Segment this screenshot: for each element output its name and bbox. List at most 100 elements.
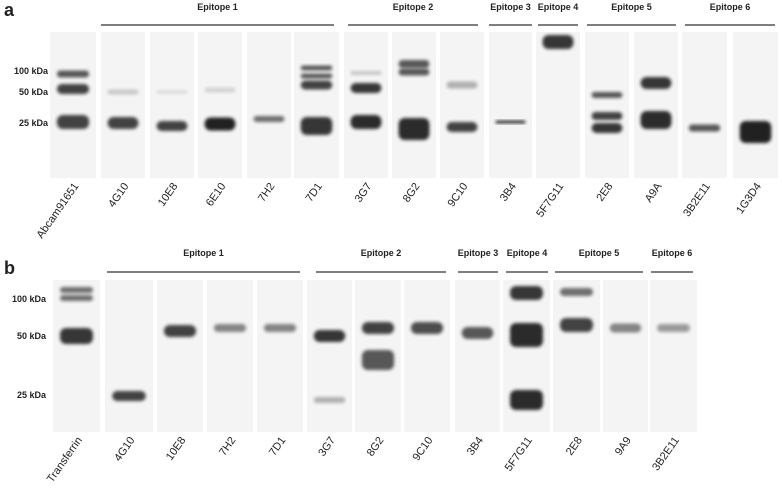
blot-lane	[157, 280, 203, 432]
band	[688, 124, 721, 132]
band	[446, 122, 478, 132]
blot-lane	[198, 32, 242, 178]
blot-lane	[404, 280, 450, 432]
marker-label: 50 kDa	[19, 87, 49, 97]
band	[398, 68, 430, 76]
band	[107, 89, 139, 95]
lane-label: 3G7	[353, 181, 375, 205]
band	[657, 324, 690, 332]
marker-label: 25 kDa	[19, 118, 49, 128]
panel-label: a	[4, 0, 15, 20]
lane-label: Transferrin	[45, 435, 85, 485]
band	[739, 121, 772, 143]
band	[300, 65, 333, 71]
lane-label: 9C10	[411, 435, 436, 463]
epitope-label: Epitope 1	[197, 2, 238, 12]
blot-lane	[150, 32, 194, 178]
band	[410, 322, 444, 334]
blot-lane	[105, 280, 153, 432]
band	[156, 90, 188, 94]
band	[163, 325, 197, 337]
band	[398, 60, 430, 68]
blot-lane	[392, 32, 436, 178]
lane-label: 6E10	[204, 181, 229, 209]
epitope-label: Epitope 2	[361, 248, 402, 258]
band	[60, 295, 93, 301]
marker-label: 50 kDa	[17, 331, 47, 341]
band	[56, 70, 90, 78]
band	[60, 328, 93, 344]
band	[609, 323, 642, 333]
epitope-label: Epitope 4	[538, 2, 579, 12]
epitope-label: Epitope 3	[490, 2, 531, 12]
blot-lane	[440, 32, 484, 178]
band	[60, 287, 93, 293]
band	[350, 115, 382, 129]
band	[640, 111, 672, 129]
epitope-label: Epitope 3	[458, 248, 499, 258]
lane-label: 8G2	[365, 435, 387, 459]
band	[446, 81, 478, 89]
band	[253, 116, 285, 122]
band	[510, 323, 543, 347]
lane-label: 2E8	[594, 181, 615, 204]
band	[56, 115, 90, 129]
band	[112, 391, 146, 401]
band	[107, 117, 139, 129]
blot-lane	[489, 32, 532, 178]
epitope-label: Epitope 2	[393, 2, 434, 12]
band	[156, 121, 188, 131]
lane-label: 3B4	[465, 435, 486, 458]
band	[361, 322, 395, 334]
blot-lane	[307, 280, 352, 432]
band	[300, 117, 333, 135]
blot-lane	[247, 32, 291, 178]
blot-lane	[455, 280, 500, 432]
lane-label: 1G3D4	[734, 181, 764, 216]
band	[461, 327, 494, 339]
blot-lane	[682, 32, 727, 178]
marker-label: 100 kDa	[14, 66, 49, 76]
band	[361, 350, 395, 370]
blot-lane	[536, 32, 580, 178]
band	[560, 288, 593, 296]
band	[510, 286, 543, 300]
blot-lane	[50, 32, 96, 178]
lane-label: A9A	[643, 180, 665, 204]
blot-lane	[585, 32, 629, 178]
band	[56, 84, 90, 94]
band	[591, 112, 623, 120]
lane-label: 10E8	[156, 181, 181, 209]
band	[542, 35, 574, 49]
lane-label: 3B2E11	[681, 181, 713, 219]
lane-label: 7H2	[256, 181, 277, 204]
lane-label: 7H2	[217, 435, 238, 458]
band	[591, 123, 623, 133]
lane-label: 9A9	[613, 435, 634, 458]
band	[204, 117, 236, 131]
band	[591, 92, 623, 98]
lane-label: 3B4	[498, 181, 519, 204]
band	[640, 77, 672, 89]
lane-label: 5F7G11	[503, 435, 535, 474]
lane-label: 2E8	[564, 435, 585, 458]
band	[350, 71, 382, 75]
band	[313, 330, 346, 342]
band	[510, 390, 543, 410]
lane-label: 3B2E11	[650, 435, 682, 473]
blot-lane	[553, 280, 600, 432]
blot-lane	[344, 32, 388, 178]
blot-lane	[733, 32, 778, 178]
lane-label: 3G7	[316, 435, 338, 459]
band	[300, 73, 333, 79]
band	[350, 83, 382, 93]
epitope-label: Epitope 5	[579, 248, 620, 258]
epitope-label: Epitope 4	[507, 248, 548, 258]
blot-lane	[53, 280, 100, 432]
epitope-label: Epitope 6	[652, 248, 693, 258]
blot-lane	[634, 32, 678, 178]
blot-lane	[257, 280, 303, 432]
lane-label: Abcam91651	[34, 181, 81, 241]
lane-label: 5F7G11	[534, 181, 566, 220]
